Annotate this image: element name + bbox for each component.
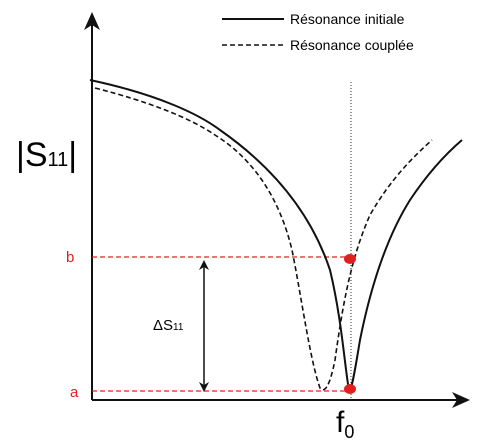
delta-sub: 11 [173, 322, 184, 333]
legend-label: Résonance initiale [290, 11, 405, 27]
y-label-main: |S [16, 136, 48, 174]
y-label-end: | [68, 136, 77, 174]
level-b-label: b [66, 249, 74, 266]
x-label-main: f [336, 406, 345, 439]
x-label-sub: 0 [344, 422, 354, 442]
y-axis-label: |S11| [16, 136, 77, 174]
initial-curve [89, 79, 463, 392]
legend-label: Résonance couplée [290, 37, 414, 53]
point-b [344, 254, 356, 264]
delta-label: ΔS11 [153, 317, 184, 334]
level-a-label: a [70, 384, 79, 401]
point-a [344, 384, 356, 394]
x-axis-label: f0 [336, 406, 354, 442]
y-label-sub: 11 [48, 149, 69, 171]
delta-main: ΔS [153, 317, 173, 334]
coupled-curve [94, 87, 433, 391]
